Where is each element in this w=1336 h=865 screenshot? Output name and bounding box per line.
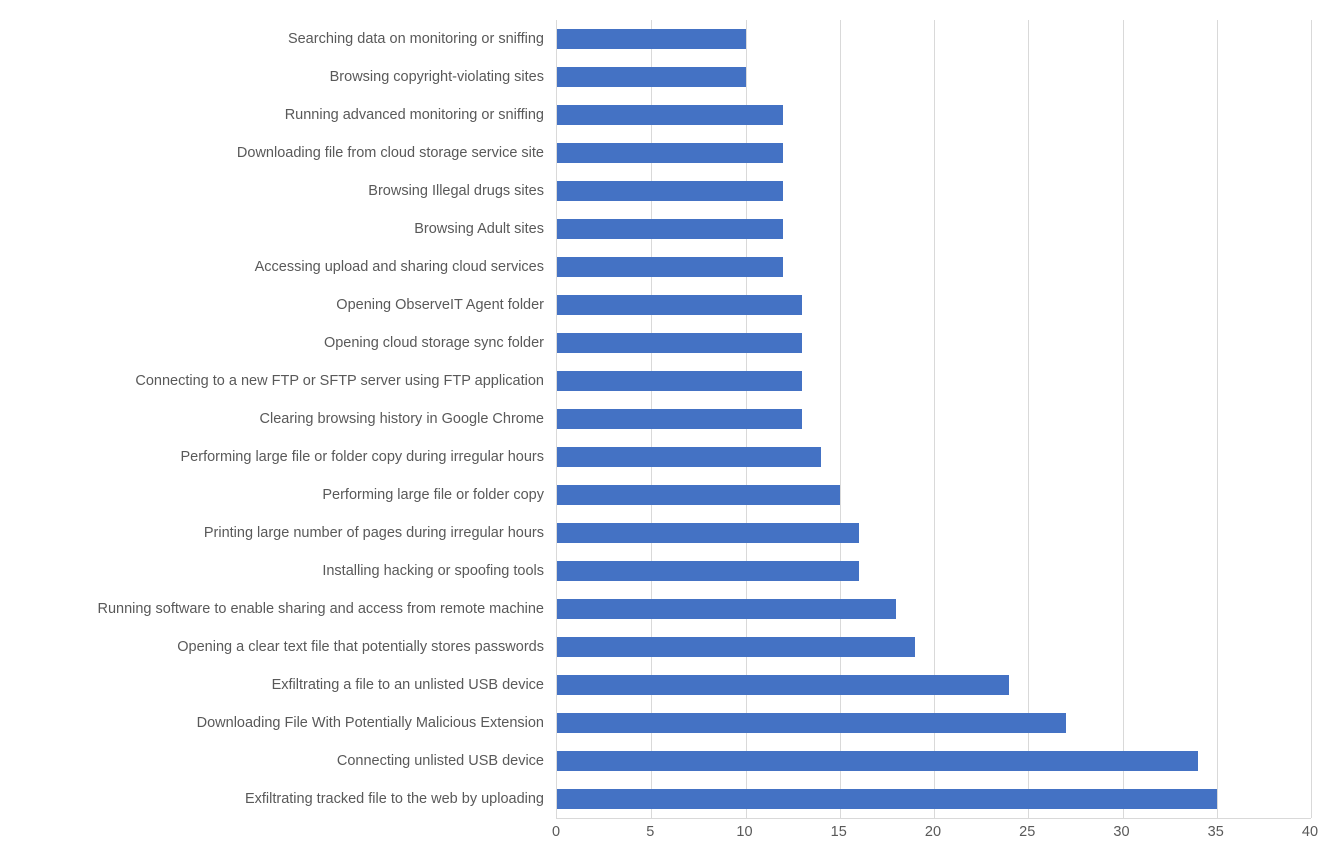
y-category-label: Downloading file from cloud storage serv… — [237, 134, 544, 172]
bar-chart: 0 5 10 15 20 25 30 35 40 Searching data on monito… — [0, 0, 1336, 865]
x-tick-label: 15 — [819, 824, 859, 840]
y-category-label: Browsing Adult sites — [414, 210, 544, 248]
x-tick-label: 30 — [1102, 824, 1142, 840]
bar — [557, 295, 802, 315]
gridline — [1217, 20, 1218, 818]
y-category-label: Running advanced monitoring or sniffing — [285, 96, 544, 134]
x-tick-label: 0 — [536, 824, 576, 840]
y-category-label: Downloading File With Potentially Malici… — [197, 704, 544, 742]
bar — [557, 105, 783, 125]
y-category-label: Opening cloud storage sync folder — [324, 324, 544, 362]
bar — [557, 333, 802, 353]
x-tick-label: 5 — [630, 824, 670, 840]
y-category-label: Browsing copyright-violating sites — [330, 58, 544, 96]
bar — [557, 257, 783, 277]
y-category-label: Connecting unlisted USB device — [337, 742, 544, 780]
gridline — [934, 20, 935, 818]
x-tick-label: 20 — [913, 824, 953, 840]
y-category-label: Searching data on monitoring or sniffing — [288, 20, 544, 58]
x-tick-label: 25 — [1007, 824, 1047, 840]
bar — [557, 561, 859, 581]
y-category-label: Installing hacking or spoofing tools — [322, 552, 544, 590]
x-tick-label: 40 — [1290, 824, 1330, 840]
bar — [557, 637, 915, 657]
bar — [557, 409, 802, 429]
bar — [557, 599, 896, 619]
bar — [557, 67, 746, 87]
bar — [557, 713, 1066, 733]
bar — [557, 485, 840, 505]
y-category-label: Exfiltrating tracked file to the web by … — [245, 780, 544, 818]
y-category-label: Performing large file or folder copy dur… — [181, 438, 544, 476]
y-category-label: Accessing upload and sharing cloud servi… — [255, 248, 544, 286]
gridline — [1311, 20, 1312, 818]
y-category-label: Exfiltrating a file to an unlisted USB d… — [272, 666, 544, 704]
gridline — [1028, 20, 1029, 818]
gridline — [1123, 20, 1124, 818]
y-category-label: Running software to enable sharing and a… — [97, 590, 544, 628]
bar — [557, 219, 783, 239]
bar — [557, 751, 1198, 771]
y-category-label: Performing large file or folder copy — [322, 476, 544, 514]
y-category-label: Opening a clear text file that potential… — [177, 628, 544, 666]
y-category-label: Clearing browsing history in Google Chro… — [260, 400, 545, 438]
bar — [557, 675, 1009, 695]
y-category-label: Opening ObserveIT Agent folder — [336, 286, 544, 324]
y-category-label: Printing large number of pages during ir… — [204, 514, 544, 552]
bar — [557, 371, 802, 391]
bar — [557, 523, 859, 543]
x-tick-label: 35 — [1196, 824, 1236, 840]
bar — [557, 29, 746, 49]
bar — [557, 789, 1217, 809]
bar — [557, 143, 783, 163]
y-category-label: Browsing Illegal drugs sites — [368, 172, 544, 210]
y-category-label: Connecting to a new FTP or SFTP server u… — [135, 362, 544, 400]
bar — [557, 181, 783, 201]
plot-area — [556, 20, 1311, 819]
gridline — [840, 20, 841, 818]
bar — [557, 447, 821, 467]
x-tick-label: 10 — [725, 824, 765, 840]
